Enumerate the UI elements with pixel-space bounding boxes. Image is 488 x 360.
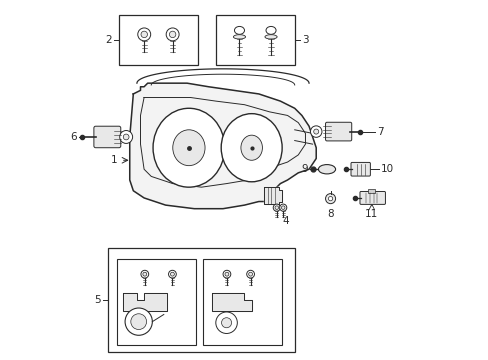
- Polygon shape: [122, 293, 167, 311]
- Ellipse shape: [264, 35, 277, 39]
- Circle shape: [310, 126, 321, 137]
- Ellipse shape: [234, 26, 244, 34]
- Circle shape: [274, 206, 278, 210]
- Bar: [117, 259, 196, 345]
- Circle shape: [248, 272, 252, 276]
- Bar: [367, 189, 374, 193]
- Text: 4: 4: [282, 216, 288, 226]
- Ellipse shape: [233, 35, 245, 39]
- Circle shape: [221, 318, 231, 328]
- Text: 6: 6: [70, 132, 77, 142]
- Circle shape: [246, 270, 254, 278]
- Ellipse shape: [265, 26, 276, 34]
- Text: 2: 2: [105, 35, 112, 45]
- Bar: [203, 259, 282, 345]
- Text: 9: 9: [301, 164, 308, 174]
- Circle shape: [141, 270, 148, 278]
- Text: 3: 3: [301, 35, 308, 45]
- Circle shape: [273, 204, 280, 211]
- Text: 1: 1: [110, 155, 117, 165]
- Polygon shape: [264, 187, 282, 204]
- Circle shape: [138, 28, 150, 41]
- Polygon shape: [212, 293, 251, 311]
- Text: 8: 8: [326, 210, 333, 219]
- Text: 11: 11: [365, 210, 378, 219]
- Circle shape: [313, 129, 318, 134]
- Circle shape: [142, 272, 146, 276]
- Ellipse shape: [318, 165, 335, 174]
- Polygon shape: [129, 83, 316, 209]
- Circle shape: [279, 204, 286, 211]
- Circle shape: [120, 131, 132, 143]
- Text: 5: 5: [94, 295, 101, 305]
- FancyBboxPatch shape: [325, 122, 351, 141]
- Circle shape: [168, 270, 176, 278]
- Text: 10: 10: [380, 164, 393, 174]
- Text: 7: 7: [376, 127, 383, 136]
- Ellipse shape: [153, 108, 224, 187]
- FancyBboxPatch shape: [94, 126, 121, 148]
- Circle shape: [170, 272, 174, 276]
- Bar: [108, 248, 294, 352]
- Ellipse shape: [172, 130, 204, 166]
- Circle shape: [123, 134, 129, 140]
- Circle shape: [141, 31, 147, 38]
- Circle shape: [281, 206, 285, 210]
- Ellipse shape: [221, 114, 282, 182]
- Circle shape: [169, 31, 176, 38]
- FancyBboxPatch shape: [350, 162, 369, 176]
- Ellipse shape: [241, 135, 262, 160]
- Circle shape: [166, 28, 179, 41]
- Circle shape: [131, 314, 146, 329]
- Circle shape: [224, 272, 228, 276]
- Bar: [215, 15, 294, 65]
- Circle shape: [125, 308, 152, 335]
- Circle shape: [223, 270, 230, 278]
- Circle shape: [215, 312, 237, 333]
- Circle shape: [325, 194, 335, 204]
- FancyBboxPatch shape: [359, 192, 385, 204]
- Circle shape: [328, 197, 332, 201]
- Bar: [119, 15, 198, 65]
